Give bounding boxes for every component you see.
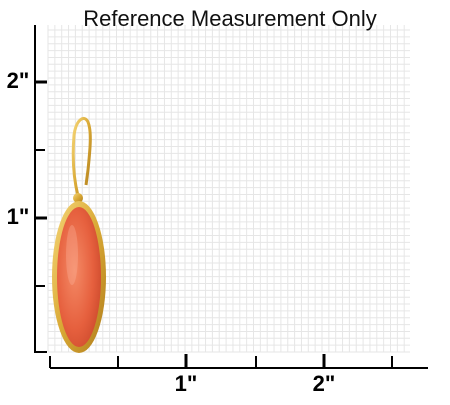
- y-label: 2": [7, 68, 30, 93]
- earring: [52, 117, 106, 353]
- y-label: 1": [7, 204, 30, 229]
- title: Reference Measurement Only: [83, 6, 376, 31]
- x-label: 2": [313, 371, 336, 396]
- x-label: 1": [175, 371, 198, 396]
- grid: [47, 25, 410, 353]
